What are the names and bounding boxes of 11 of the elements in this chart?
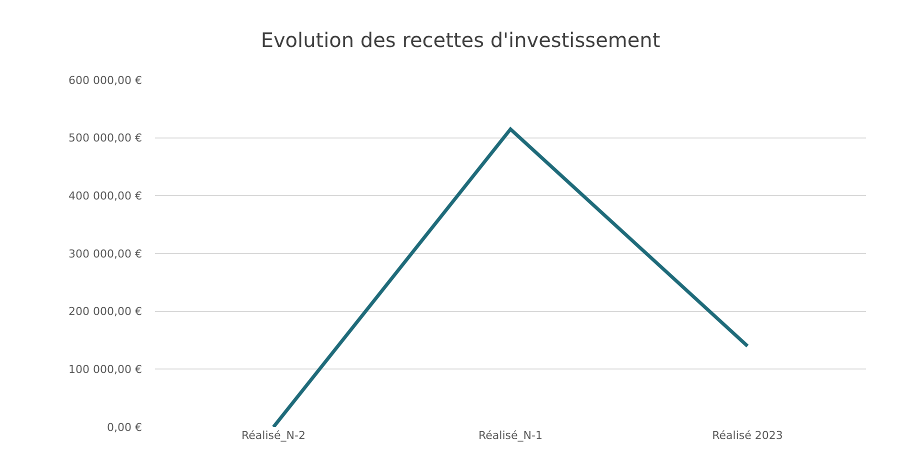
y-tick-label: 100 000,00 €: [68, 363, 142, 376]
y-tick-label: 600 000,00 €: [68, 74, 142, 87]
y-tick-label: 300 000,00 €: [68, 247, 142, 260]
x-tick-label: Réalisé_N-2: [242, 429, 306, 442]
y-tick-label: 500 000,00 €: [68, 132, 142, 145]
y-tick-label: 400 000,00 €: [68, 190, 142, 203]
y-tick-label: 0,00 €: [107, 420, 142, 434]
x-tick-label: Réalisé 2023: [712, 429, 783, 442]
chart-title: Evolution des recettes d'investissement: [260, 28, 660, 52]
y-tick-label: 200 000,00 €: [68, 305, 142, 318]
x-tick-label: Réalisé_N-1: [478, 429, 542, 442]
